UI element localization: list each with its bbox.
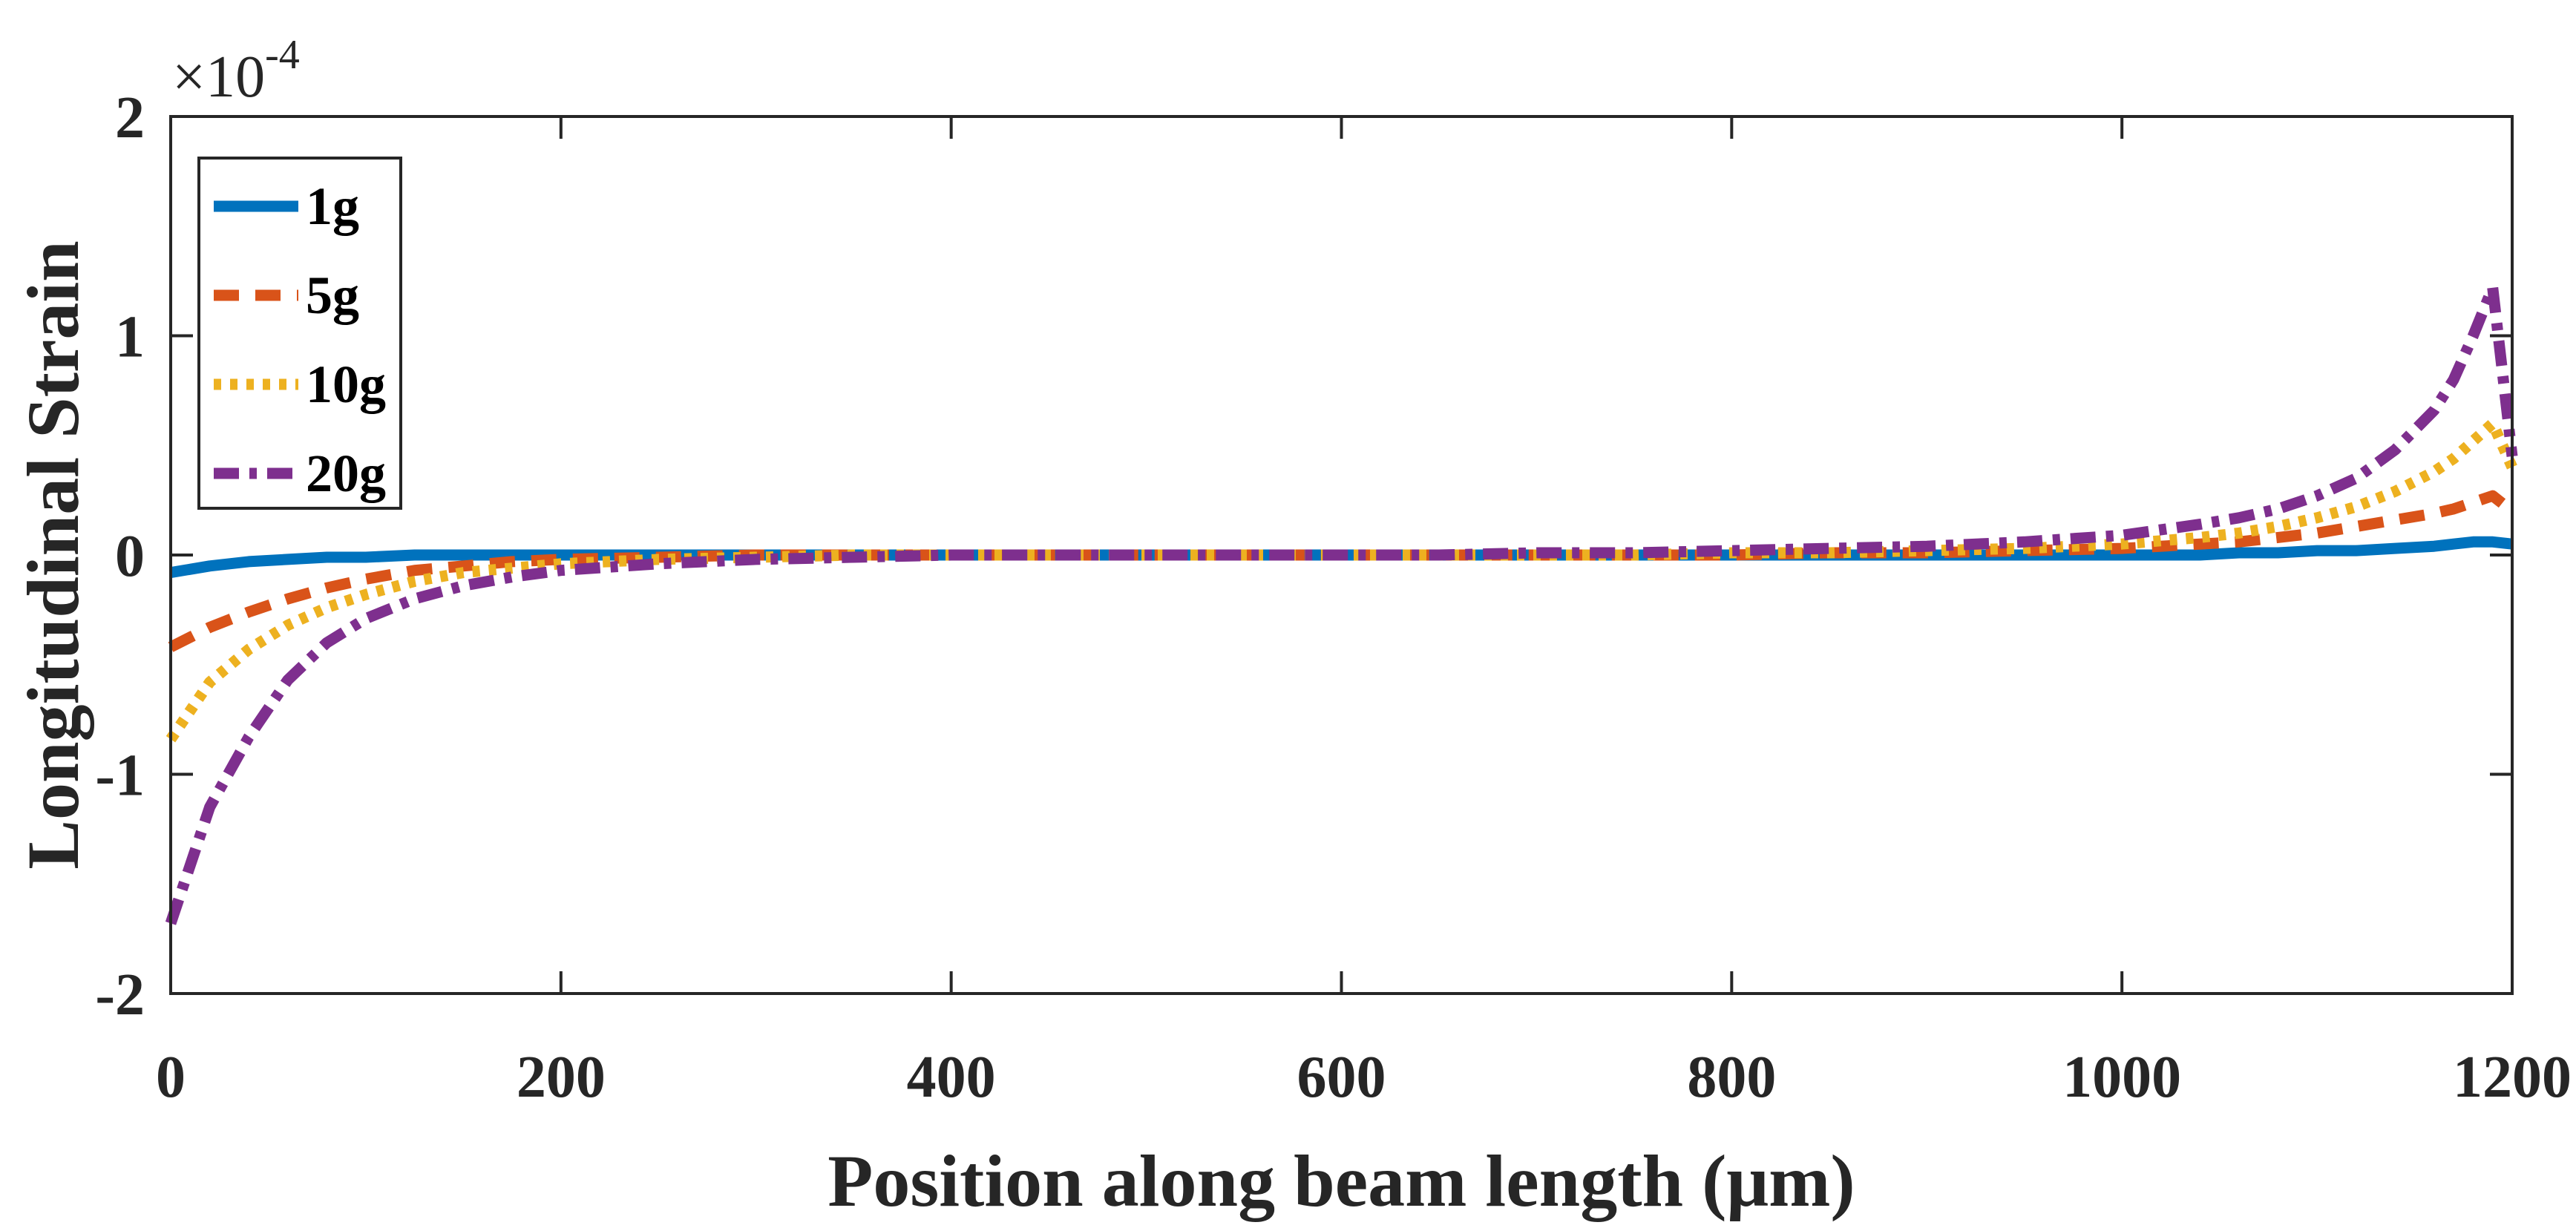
legend-label-5g: 5g xyxy=(306,266,359,325)
legend-box xyxy=(197,157,402,510)
x-axis-label: Position along beam length (μm) xyxy=(827,1140,1855,1222)
y-axis-exponent-base: ×10 xyxy=(172,45,265,110)
x-tick-label-400: 400 xyxy=(907,1045,996,1110)
x-tick-label-800: 800 xyxy=(1687,1045,1776,1110)
y-tick-label--1: -1 xyxy=(95,743,145,809)
legend-label-1g: 1g xyxy=(306,177,359,236)
y-axis-label: Longitudinal Strain xyxy=(12,240,94,870)
y-axis-exponent: ×10-4 xyxy=(172,32,300,110)
y-axis-exponent-power: -4 xyxy=(265,32,300,78)
plot-lines xyxy=(165,282,2518,925)
x-tick-label-200: 200 xyxy=(517,1045,606,1110)
series-line-5g xyxy=(168,490,2516,652)
y-tick-label-1: 1 xyxy=(115,305,145,370)
y-tick-label-0: 0 xyxy=(115,524,145,589)
x-tick-label-600: 600 xyxy=(1297,1045,1386,1110)
legend: 1g 5g 10g 20g xyxy=(197,157,402,510)
x-tick-label-1000: 1000 xyxy=(2062,1045,2181,1110)
legend-label-10g: 10g xyxy=(306,355,386,414)
x-tick-label-1200: 1200 xyxy=(2453,1045,2572,1110)
y-tick-label--2: -2 xyxy=(95,962,145,1028)
series-line-20g xyxy=(165,282,2518,925)
y-tick-label-2: 2 xyxy=(115,85,145,151)
y-axis: -2 -1 0 1 2 xyxy=(95,85,2512,1028)
x-axis: 0 200 400 600 800 1000 1200 xyxy=(156,116,2572,1110)
legend-label-20g: 20g xyxy=(306,444,386,503)
x-tick-label-0: 0 xyxy=(156,1045,186,1110)
